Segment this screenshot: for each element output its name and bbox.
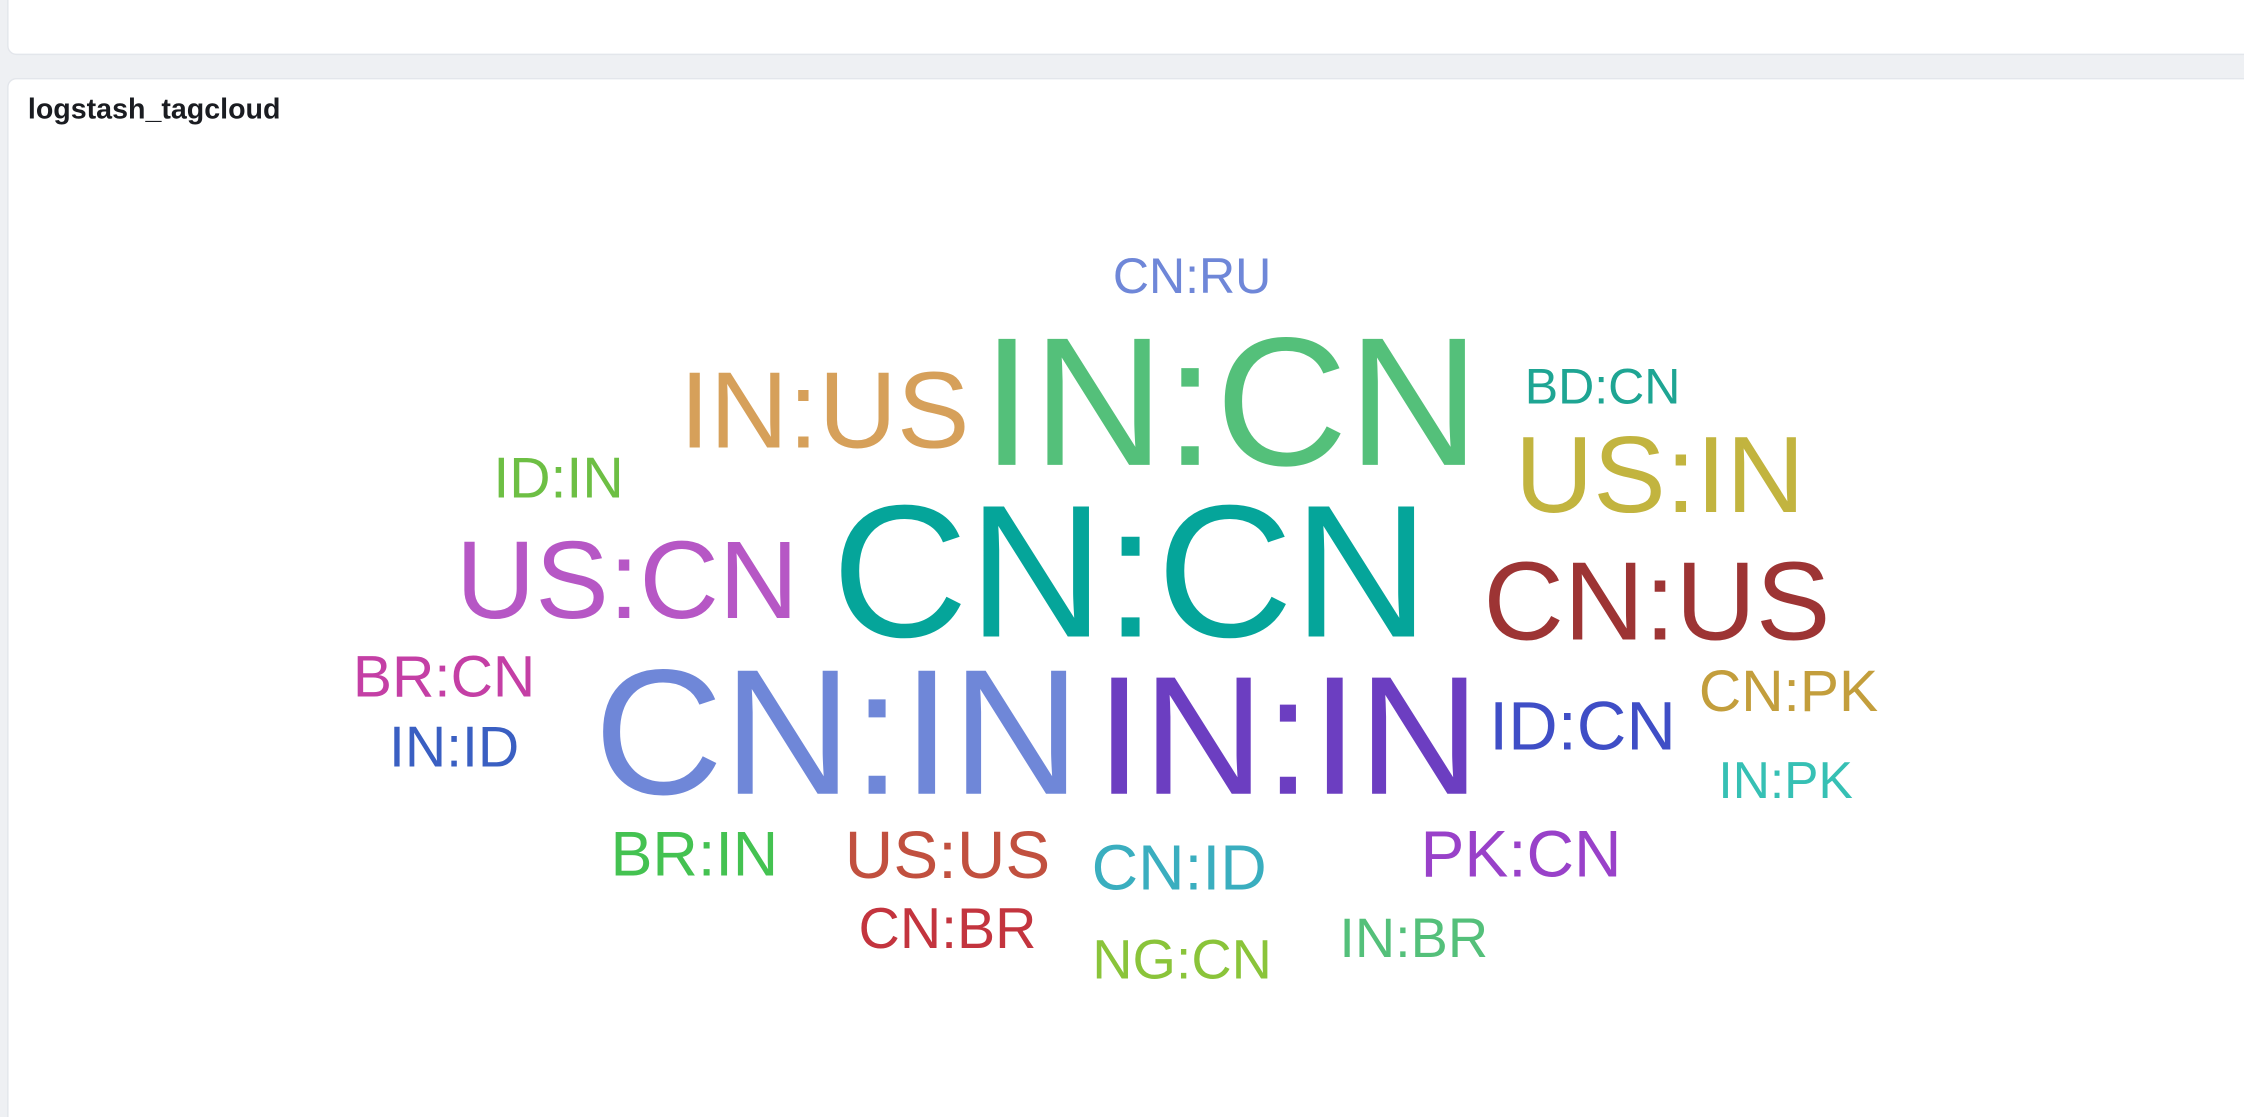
tag[interactable]: PK:CN: [1421, 817, 1622, 891]
tag[interactable]: ID:CN: [1489, 687, 1676, 764]
tag[interactable]: IN:US: [680, 351, 970, 472]
tag[interactable]: BD:CN: [1525, 358, 1681, 414]
tag[interactable]: CN:PK: [1699, 659, 1878, 724]
tag[interactable]: IN:BR: [1339, 907, 1488, 969]
tag[interactable]: CN:BR: [859, 897, 1037, 961]
tag[interactable]: IN:PK: [1718, 751, 1852, 809]
tag[interactable]: IN:IN: [1096, 641, 1480, 830]
tag[interactable]: CN:ID: [1092, 832, 1267, 904]
tag[interactable]: BR:IN: [610, 819, 778, 889]
tag[interactable]: IN:ID: [389, 716, 519, 780]
tag[interactable]: US:CN: [456, 519, 799, 642]
tag[interactable]: US:US: [845, 818, 1050, 893]
panel-title: logstash_tagcloud: [28, 94, 281, 126]
tagcloud-panel: [7, 77, 2244, 1117]
tag[interactable]: CN:US: [1483, 538, 1830, 663]
tag[interactable]: ID:IN: [493, 447, 623, 511]
tag[interactable]: IN:CN: [982, 299, 1480, 504]
tag[interactable]: US:IN: [1515, 415, 1805, 536]
tag[interactable]: CN:CN: [832, 466, 1430, 677]
tag[interactable]: NG:CN: [1092, 928, 1272, 990]
tag[interactable]: CN:IN: [594, 632, 1081, 832]
top-panel: [7, 0, 2244, 56]
tag[interactable]: CN:RU: [1113, 248, 1271, 304]
tag[interactable]: BR:CN: [353, 645, 535, 710]
